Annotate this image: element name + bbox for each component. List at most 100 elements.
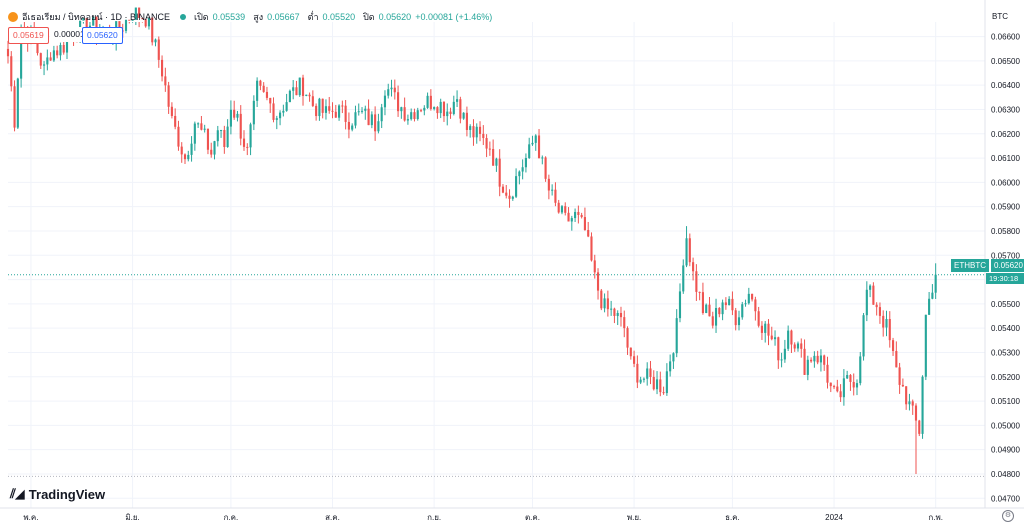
candle[interactable] [347, 112, 350, 139]
candle[interactable] [813, 351, 816, 368]
candle[interactable] [482, 125, 485, 146]
candle[interactable] [39, 52, 42, 70]
candle[interactable] [42, 61, 46, 76]
candle[interactable] [233, 100, 236, 120]
candle[interactable] [377, 113, 380, 134]
candle[interactable] [344, 100, 347, 130]
candle[interactable] [439, 98, 442, 119]
candle[interactable] [452, 95, 455, 116]
candle[interactable] [688, 233, 691, 267]
candle[interactable] [387, 83, 390, 99]
symbol-title[interactable]: อีเธอเรียม / บิทคอยน์ · 1D · BINANCE [22, 12, 171, 22]
candle[interactable] [406, 114, 409, 125]
candle[interactable] [511, 195, 514, 201]
candle[interactable] [862, 312, 865, 361]
candle[interactable] [665, 363, 668, 396]
candle[interactable] [829, 382, 832, 393]
candle[interactable] [773, 330, 777, 346]
candle[interactable] [124, 19, 128, 34]
candle[interactable] [613, 307, 616, 324]
candle[interactable] [206, 128, 210, 155]
candle[interactable] [200, 115, 203, 131]
candle[interactable] [718, 307, 721, 318]
candle[interactable] [544, 156, 547, 182]
candle[interactable] [865, 281, 868, 322]
candle[interactable] [724, 297, 727, 310]
candle[interactable] [728, 296, 731, 306]
candle[interactable] [180, 142, 183, 163]
sell-button[interactable]: 0.05619 [8, 27, 49, 44]
candle[interactable] [134, 7, 137, 26]
candle[interactable] [659, 371, 662, 397]
candle[interactable] [541, 155, 544, 165]
candle[interactable] [610, 300, 613, 316]
candle[interactable] [574, 208, 577, 222]
candle[interactable] [551, 184, 554, 196]
candle[interactable] [698, 291, 701, 301]
candle[interactable] [282, 104, 285, 117]
candle[interactable] [174, 108, 177, 130]
candle[interactable] [705, 303, 708, 314]
candle[interactable] [456, 90, 459, 108]
candle[interactable] [295, 80, 298, 96]
candle[interactable] [793, 342, 796, 352]
candle[interactable] [6, 40, 10, 64]
candle[interactable] [669, 354, 672, 377]
candle[interactable] [256, 77, 259, 107]
candle[interactable] [128, 19, 131, 24]
candle[interactable] [298, 77, 301, 97]
candle[interactable] [557, 199, 560, 214]
candle[interactable] [187, 150, 190, 162]
candle[interactable] [446, 103, 449, 126]
candle[interactable] [901, 378, 904, 387]
candle[interactable] [324, 99, 328, 120]
candle[interactable] [285, 93, 288, 112]
candle[interactable] [223, 125, 226, 154]
candle[interactable] [619, 306, 623, 327]
candle[interactable] [82, 18, 85, 24]
candle[interactable] [301, 74, 305, 106]
gear-icon[interactable]: ⚙ [1002, 510, 1014, 522]
candle[interactable] [685, 226, 688, 268]
candle[interactable] [852, 373, 855, 396]
candle[interactable] [380, 103, 383, 129]
candle[interactable] [426, 92, 429, 109]
candle[interactable] [777, 336, 780, 369]
candle[interactable] [744, 299, 747, 307]
candle[interactable] [400, 106, 403, 119]
candle[interactable] [642, 377, 645, 383]
candle[interactable] [905, 386, 908, 410]
candle[interactable] [869, 284, 872, 298]
candle[interactable] [623, 310, 626, 338]
candle[interactable] [433, 106, 436, 111]
candle[interactable] [521, 159, 524, 180]
candle[interactable] [160, 55, 164, 82]
candle[interactable] [236, 110, 239, 122]
candle[interactable] [305, 94, 308, 97]
candle[interactable] [259, 79, 262, 91]
candle[interactable] [537, 128, 541, 159]
candle[interactable] [272, 97, 275, 123]
candle[interactable] [10, 51, 13, 92]
candle[interactable] [229, 100, 232, 135]
candle[interactable] [770, 326, 773, 341]
candle[interactable] [226, 119, 229, 148]
candle[interactable] [275, 115, 278, 130]
candle[interactable] [197, 122, 200, 128]
candle[interactable] [157, 36, 160, 68]
candle[interactable] [354, 105, 357, 129]
candle[interactable] [547, 174, 550, 200]
candle[interactable] [246, 143, 249, 156]
candle[interactable] [649, 360, 652, 385]
candle[interactable] [442, 101, 446, 122]
candle[interactable] [875, 302, 878, 316]
candle[interactable] [846, 370, 849, 380]
candle[interactable] [364, 105, 367, 120]
candle[interactable] [678, 283, 682, 323]
candle[interactable] [672, 352, 675, 369]
candle[interactable] [928, 291, 931, 316]
candle[interactable] [203, 124, 206, 133]
candle[interactable] [338, 104, 341, 121]
candle[interactable] [429, 89, 432, 111]
